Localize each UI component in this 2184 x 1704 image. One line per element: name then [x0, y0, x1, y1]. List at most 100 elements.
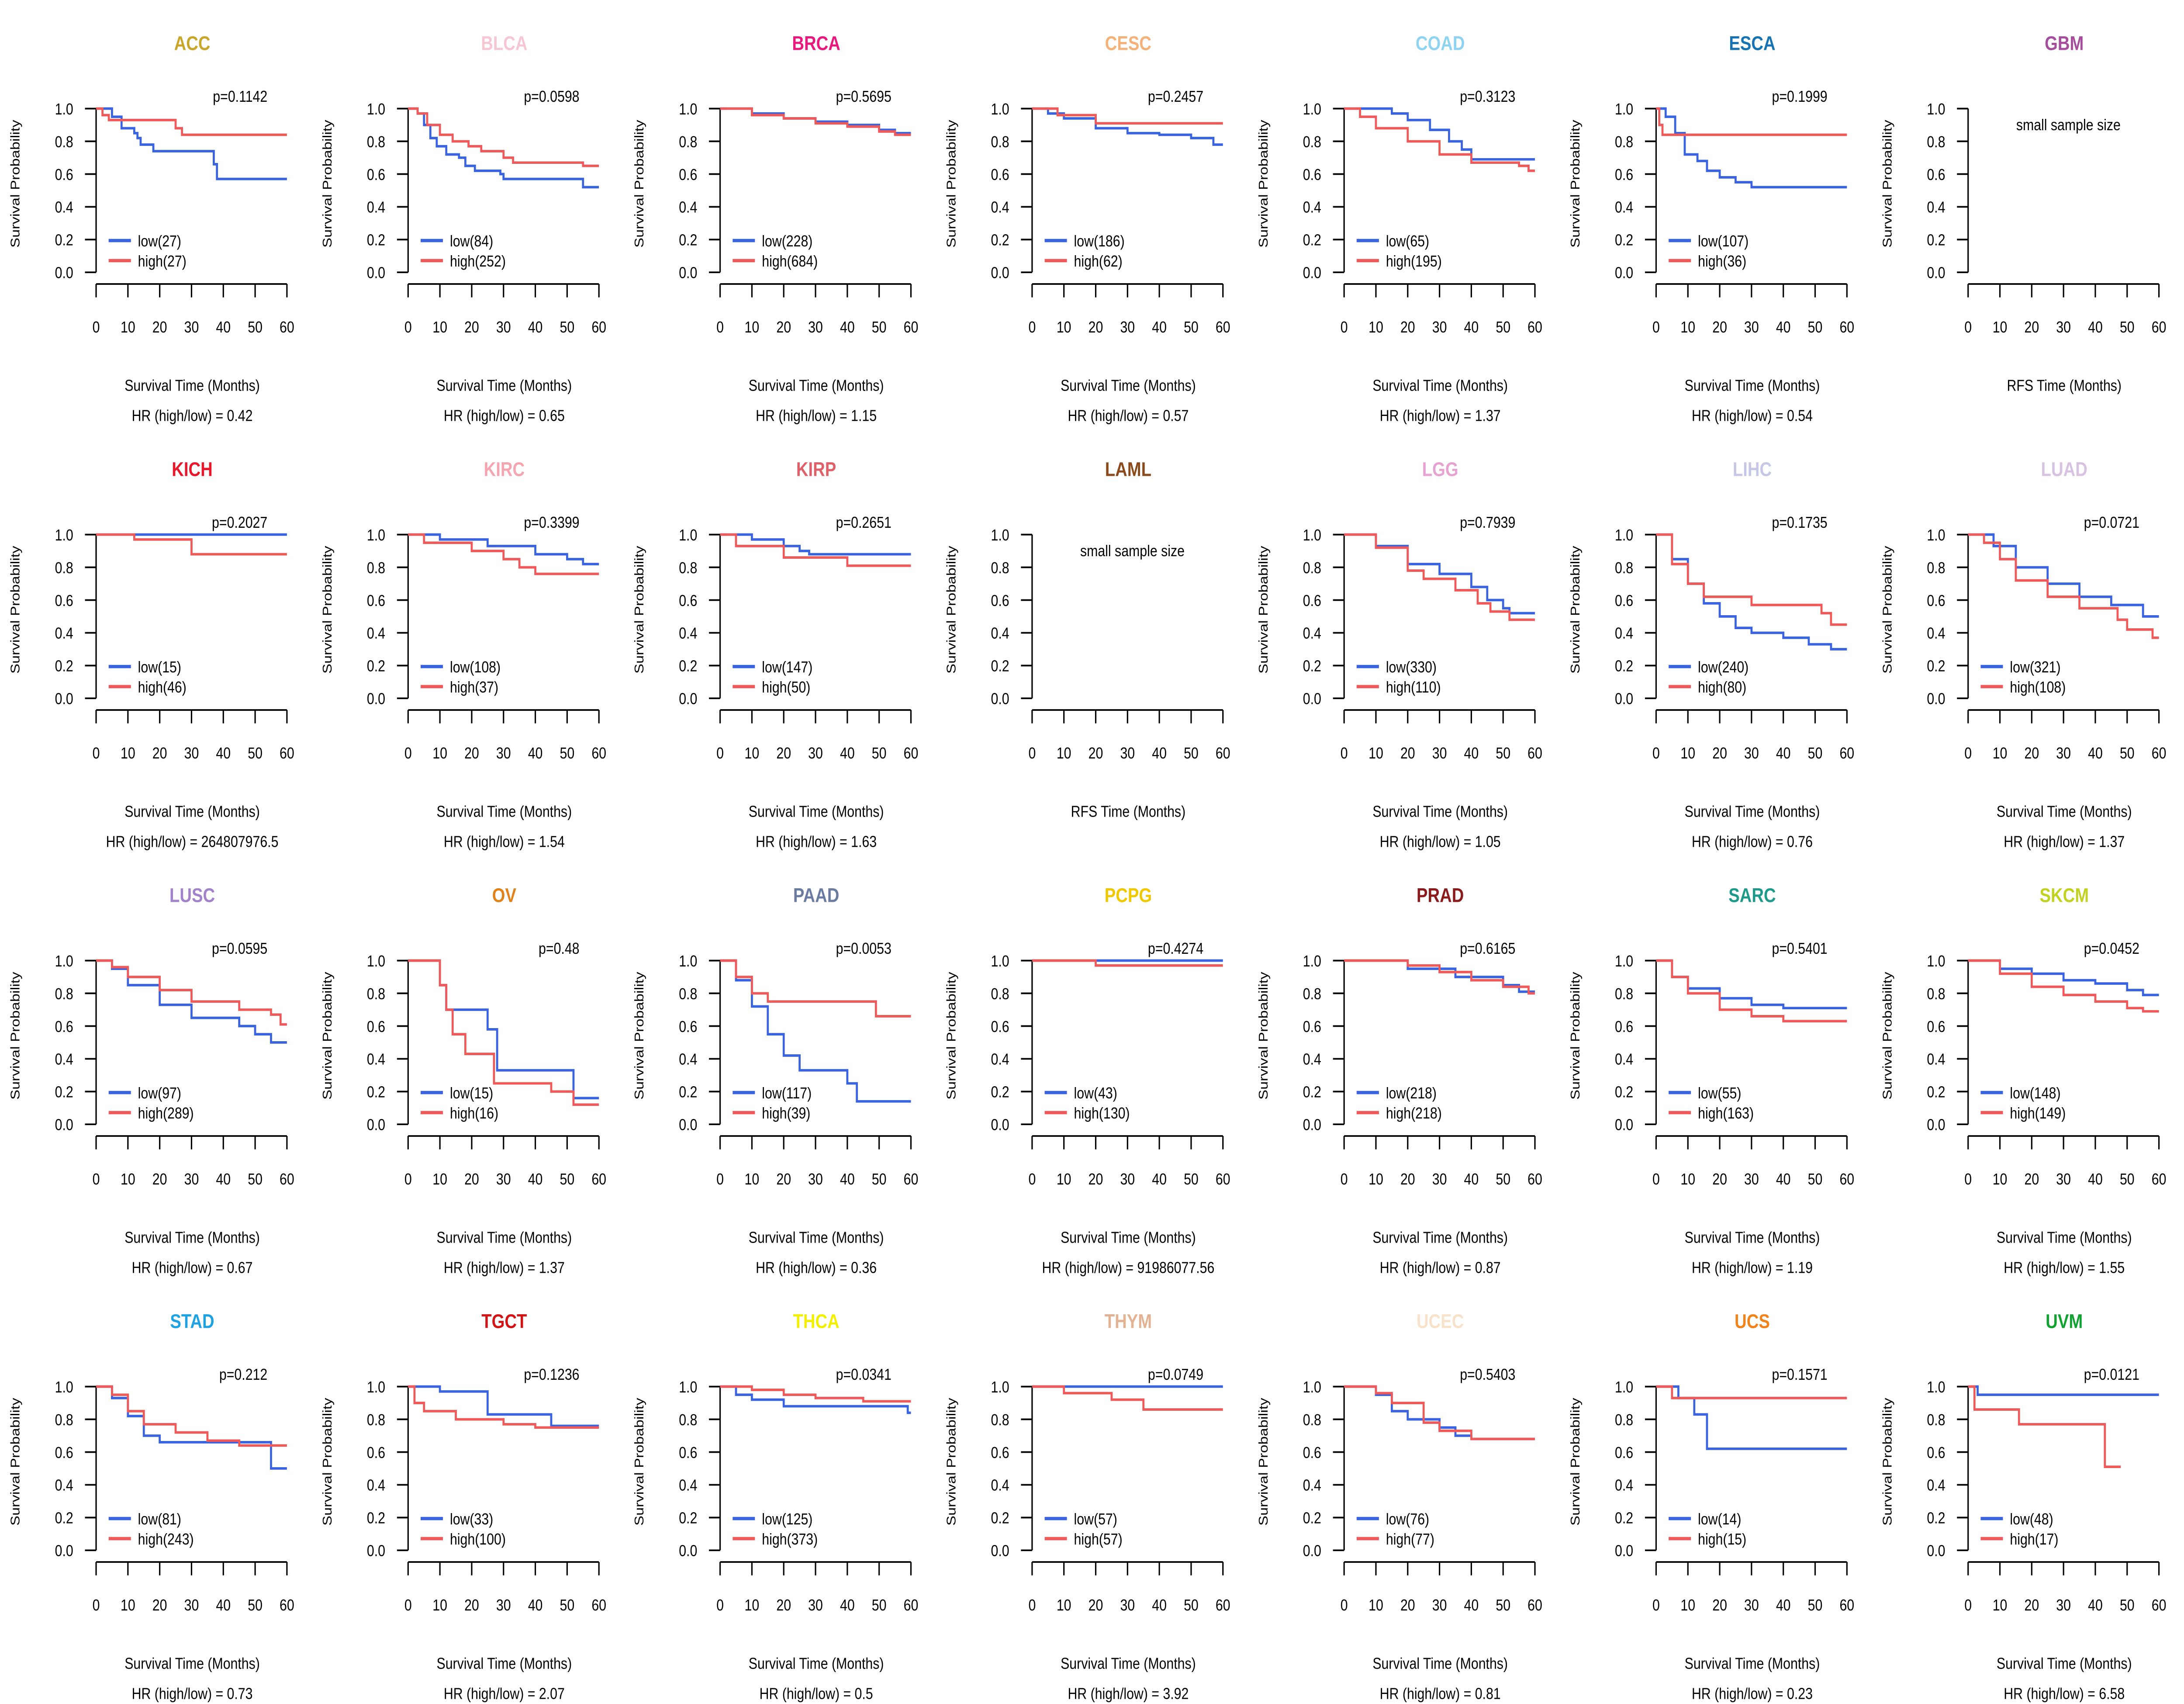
y-tick-label: 0.0	[367, 690, 385, 708]
panel-title: THCA	[793, 1310, 839, 1332]
low-survival-curve	[1344, 533, 1535, 615]
legend-low-label: low(108)	[450, 658, 501, 676]
low-survival-curve	[1656, 1385, 1847, 1450]
legend-low-label: low(107)	[1698, 232, 1749, 250]
y-tick-label: 0.4	[367, 199, 385, 216]
x-tick-label: 10	[432, 319, 447, 336]
km-panel-kirp: KIRP Survival Probability 0.0 0.2 0.4 0.6 0.8 1…	[632, 458, 918, 851]
hazard-ratio: HR (high/low) = 1.63	[756, 833, 877, 851]
y-axis-label: Survival Probability	[320, 972, 335, 1100]
low-survival-curve	[1344, 107, 1535, 161]
x-tick-label: 50	[872, 319, 887, 336]
x-tick-label: 40	[528, 1597, 543, 1614]
x-tick-label: 0	[404, 745, 412, 762]
y-tick-label: 1.0	[1615, 952, 1633, 970]
x-tick-label: 0	[1028, 1171, 1036, 1188]
x-tick-label: 10	[1057, 319, 1071, 336]
p-value: p=0.212	[219, 1366, 267, 1384]
x-tick-label: 30	[184, 745, 199, 762]
low-survival-curve	[1968, 1385, 2159, 1396]
km-panel-ucec: UCEC Survival Probability 0.0 0.2 0.4 0.6 0.8 1…	[1256, 1310, 1542, 1703]
x-tick-label: 50	[248, 1171, 263, 1188]
x-tick-label: 40	[1152, 1597, 1167, 1614]
x-tick-label: 10	[1680, 1597, 1695, 1614]
x-tick-label: 20	[152, 1597, 167, 1614]
legend-low-label: low(84)	[450, 232, 493, 250]
panel-title: LGG	[1422, 458, 1458, 480]
x-tick-label: 50	[560, 1597, 575, 1614]
km-panel-brca: BRCA Survival Probability 0.0 0.2 0.4 0.6 0.8 1…	[632, 32, 918, 425]
km-panel-laml: LAML Survival Probability 0.0 0.2 0.4 0.6 0.8 1…	[944, 458, 1230, 821]
y-axis-label: Survival Probability	[944, 972, 958, 1100]
y-axis-label: Survival Probability	[632, 972, 646, 1100]
hazard-ratio: HR (high/low) = 6.58	[2004, 1685, 2125, 1703]
x-tick-label: 10	[745, 745, 760, 762]
x-tick-label: 50	[248, 319, 263, 336]
y-tick-label: 0.6	[55, 1444, 73, 1462]
x-tick-label: 50	[2120, 1171, 2135, 1188]
x-tick-label: 60	[1527, 1171, 1542, 1188]
hazard-ratio: HR (high/low) = 1.37	[444, 1259, 565, 1277]
y-tick-label: 0.4	[1303, 1477, 1321, 1494]
y-tick-label: 1.0	[1927, 1378, 1945, 1396]
y-axis-label: Survival Probability	[8, 1398, 22, 1526]
y-tick-label: 0.6	[991, 1444, 1009, 1462]
p-value: p=0.4274	[1148, 940, 1203, 958]
x-tick-label: 20	[1400, 1171, 1415, 1188]
panel-title: UCEC	[1417, 1310, 1464, 1332]
low-survival-curve	[96, 959, 287, 1044]
x-tick-label: 20	[776, 319, 791, 336]
hazard-ratio: HR (high/low) = 0.5	[760, 1685, 873, 1703]
y-tick-label: 1.0	[55, 526, 73, 544]
y-tick-label: 0.0	[1927, 1542, 1945, 1560]
x-tick-label: 60	[1527, 1597, 1542, 1614]
high-survival-curve	[1968, 1385, 2121, 1468]
y-tick-label: 0.2	[367, 1084, 385, 1101]
x-tick-label: 20	[2025, 745, 2039, 762]
y-tick-label: 0.0	[367, 1116, 385, 1134]
y-tick-label: 0.8	[55, 559, 73, 577]
panel-title: KIRP	[796, 458, 836, 480]
y-tick-label: 0.2	[367, 658, 385, 675]
y-axis-label: Survival Probability	[8, 972, 22, 1100]
x-tick-label: 20	[2025, 319, 2039, 336]
y-tick-label: 0.4	[1303, 625, 1321, 642]
x-tick-label: 0	[1964, 1597, 1972, 1614]
high-survival-curve	[1344, 959, 1535, 995]
y-tick-label: 0.2	[991, 1084, 1009, 1101]
x-axis-label: Survival Time (Months)	[1997, 803, 2132, 821]
km-panel-luad: LUAD Survival Probability 0.0 0.2 0.4 0.6 0.8 1…	[1880, 458, 2166, 851]
x-tick-label: 10	[1993, 745, 2008, 762]
p-value: p=0.2457	[1148, 88, 1203, 106]
y-tick-label: 0.6	[1927, 166, 1945, 184]
y-tick-label: 0.4	[55, 1051, 73, 1068]
y-axis-label: Survival Probability	[1568, 546, 1583, 674]
y-tick-label: 1.0	[679, 952, 697, 970]
km-panel-cesc: CESC Survival Probability 0.0 0.2 0.4 0.6 0.8 1…	[944, 32, 1230, 425]
hazard-ratio: HR (high/low) = 0.23	[1692, 1685, 1813, 1703]
low-survival-curve	[1968, 959, 2159, 997]
y-tick-label: 0.8	[1615, 1411, 1633, 1429]
y-tick-label: 0.2	[679, 1084, 697, 1101]
x-tick-label: 40	[1464, 745, 1479, 762]
y-axis-label: Survival Probability	[1256, 1398, 1271, 1526]
x-tick-label: 50	[1808, 1171, 1823, 1188]
y-tick-label: 0.4	[679, 625, 697, 642]
high-survival-curve	[1656, 959, 1847, 1023]
x-tick-label: 40	[216, 745, 231, 762]
y-tick-label: 0.4	[55, 625, 73, 642]
y-tick-label: 0.6	[679, 1018, 697, 1036]
x-tick-label: 50	[1808, 745, 1823, 762]
y-tick-label: 0.2	[55, 658, 73, 675]
legend-high-label: high(80)	[1698, 679, 1746, 696]
x-tick-label: 10	[1057, 1171, 1071, 1188]
y-tick-label: 0.6	[991, 166, 1009, 184]
y-tick-label: 0.6	[1303, 592, 1321, 610]
y-tick-label: 0.8	[1615, 559, 1633, 577]
panel-title: BLCA	[481, 32, 527, 54]
small-sample-note: small sample size	[1080, 543, 1185, 560]
panel-title: PRAD	[1417, 884, 1464, 906]
y-tick-label: 0.2	[367, 232, 385, 249]
km-panel-uvm: UVM Survival Probability 0.0 0.2 0.4 0.6 0.8 1.…	[1880, 1310, 2166, 1703]
x-tick-label: 60	[904, 745, 919, 762]
